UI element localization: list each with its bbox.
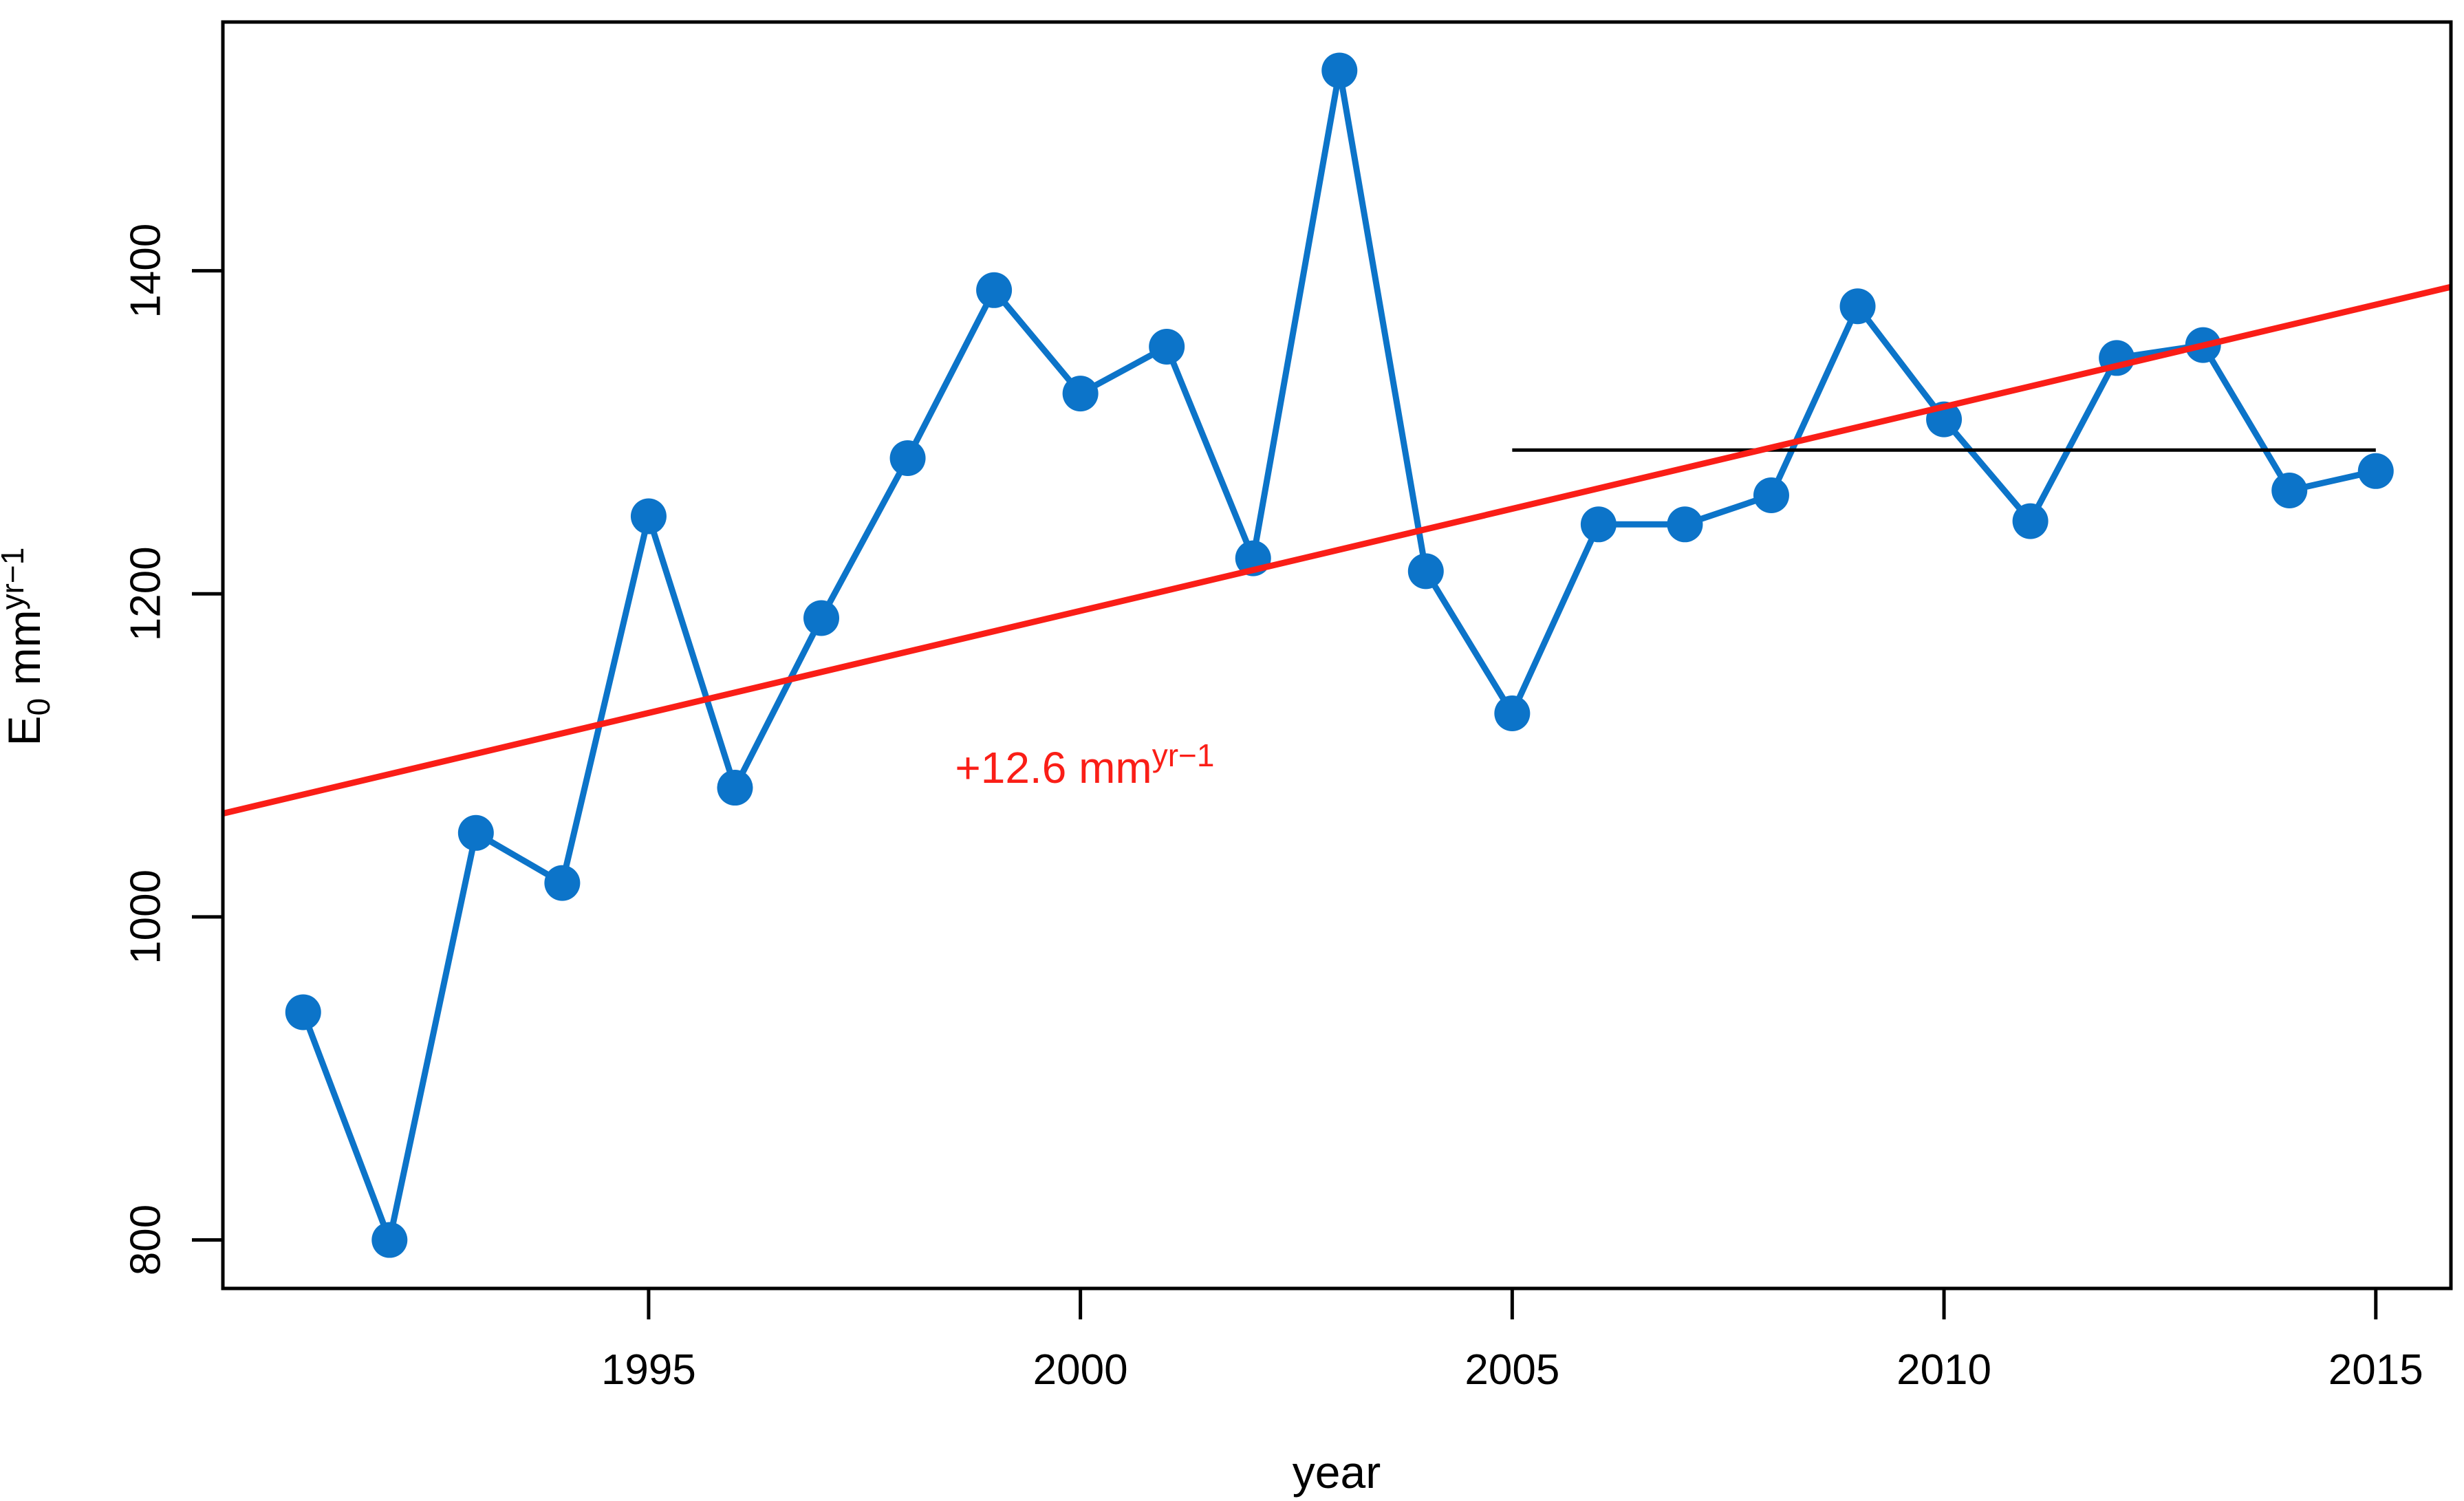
data-point-2004 [1407,553,1444,590]
data-point-2009 [1839,288,1876,325]
data-point-2007 [1667,506,1703,543]
y-axis-title-mid: mm [0,609,50,698]
trend-slope-annotation-main: +12.6 mm [955,743,1152,792]
series-line [300,67,2379,1244]
axis-ticks: 1995 2000 2005 2010 2015 800 1000 1200 1400 [122,224,2423,1394]
data-point-2005 [1494,695,1531,732]
data-point-2014 [2271,472,2308,508]
x-tick-label-2005: 2005 [1465,1346,1559,1394]
x-tick-label-2010: 2010 [1896,1346,1991,1394]
data-point-1998 [889,440,926,477]
data-point-2015 [2357,453,2394,489]
data-point-2000 [1062,376,1099,412]
data-point-2006 [1580,506,1617,543]
x-tick-label-2015: 2015 [2328,1346,2423,1394]
data-point-1991 [285,994,321,1030]
data-point-1997 [803,600,840,636]
y-tick-label-1400: 1400 [122,224,170,318]
data-point-2003 [1321,52,1358,89]
y-axis-title-superscript: yr−1 [0,548,30,610]
y-tick-label-1200: 1200 [122,546,170,641]
plot-border-box [221,20,2453,1291]
data-point-2011 [2012,503,2049,539]
trend-slope-annotation: +12.6 mmyr−1 [955,737,1214,792]
y-axis-title: E0 mmyr−1 [0,548,56,746]
data-point-2008 [1753,477,1789,514]
trend-line [221,283,2452,817]
data-point-1996 [717,770,753,806]
y-tick-label-1000: 1000 [122,870,170,964]
data-point-1992 [371,1222,408,1258]
y-tick-label-800: 800 [122,1205,170,1275]
data-point-1994 [544,865,581,901]
data-point-1993 [457,814,494,851]
trend-slope-annotation-superscript: yr−1 [1152,737,1215,773]
y-axis-title-base: E [0,715,50,746]
data-point-2001 [1149,328,1185,365]
reference-lines [221,283,2452,817]
y-axis-title-subscript: 0 [21,698,56,716]
data-series [285,52,2394,1258]
x-tick-label-2000: 2000 [1033,1346,1128,1394]
data-point-1999 [976,272,1013,308]
x-tick-label-1995: 1995 [601,1346,696,1394]
x-axis-title: year [1293,1447,1381,1498]
data-point-1995 [630,498,667,534]
